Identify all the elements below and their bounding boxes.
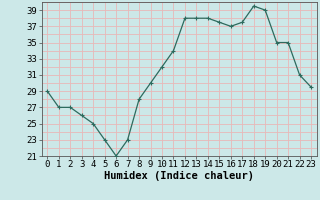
X-axis label: Humidex (Indice chaleur): Humidex (Indice chaleur) — [104, 171, 254, 181]
